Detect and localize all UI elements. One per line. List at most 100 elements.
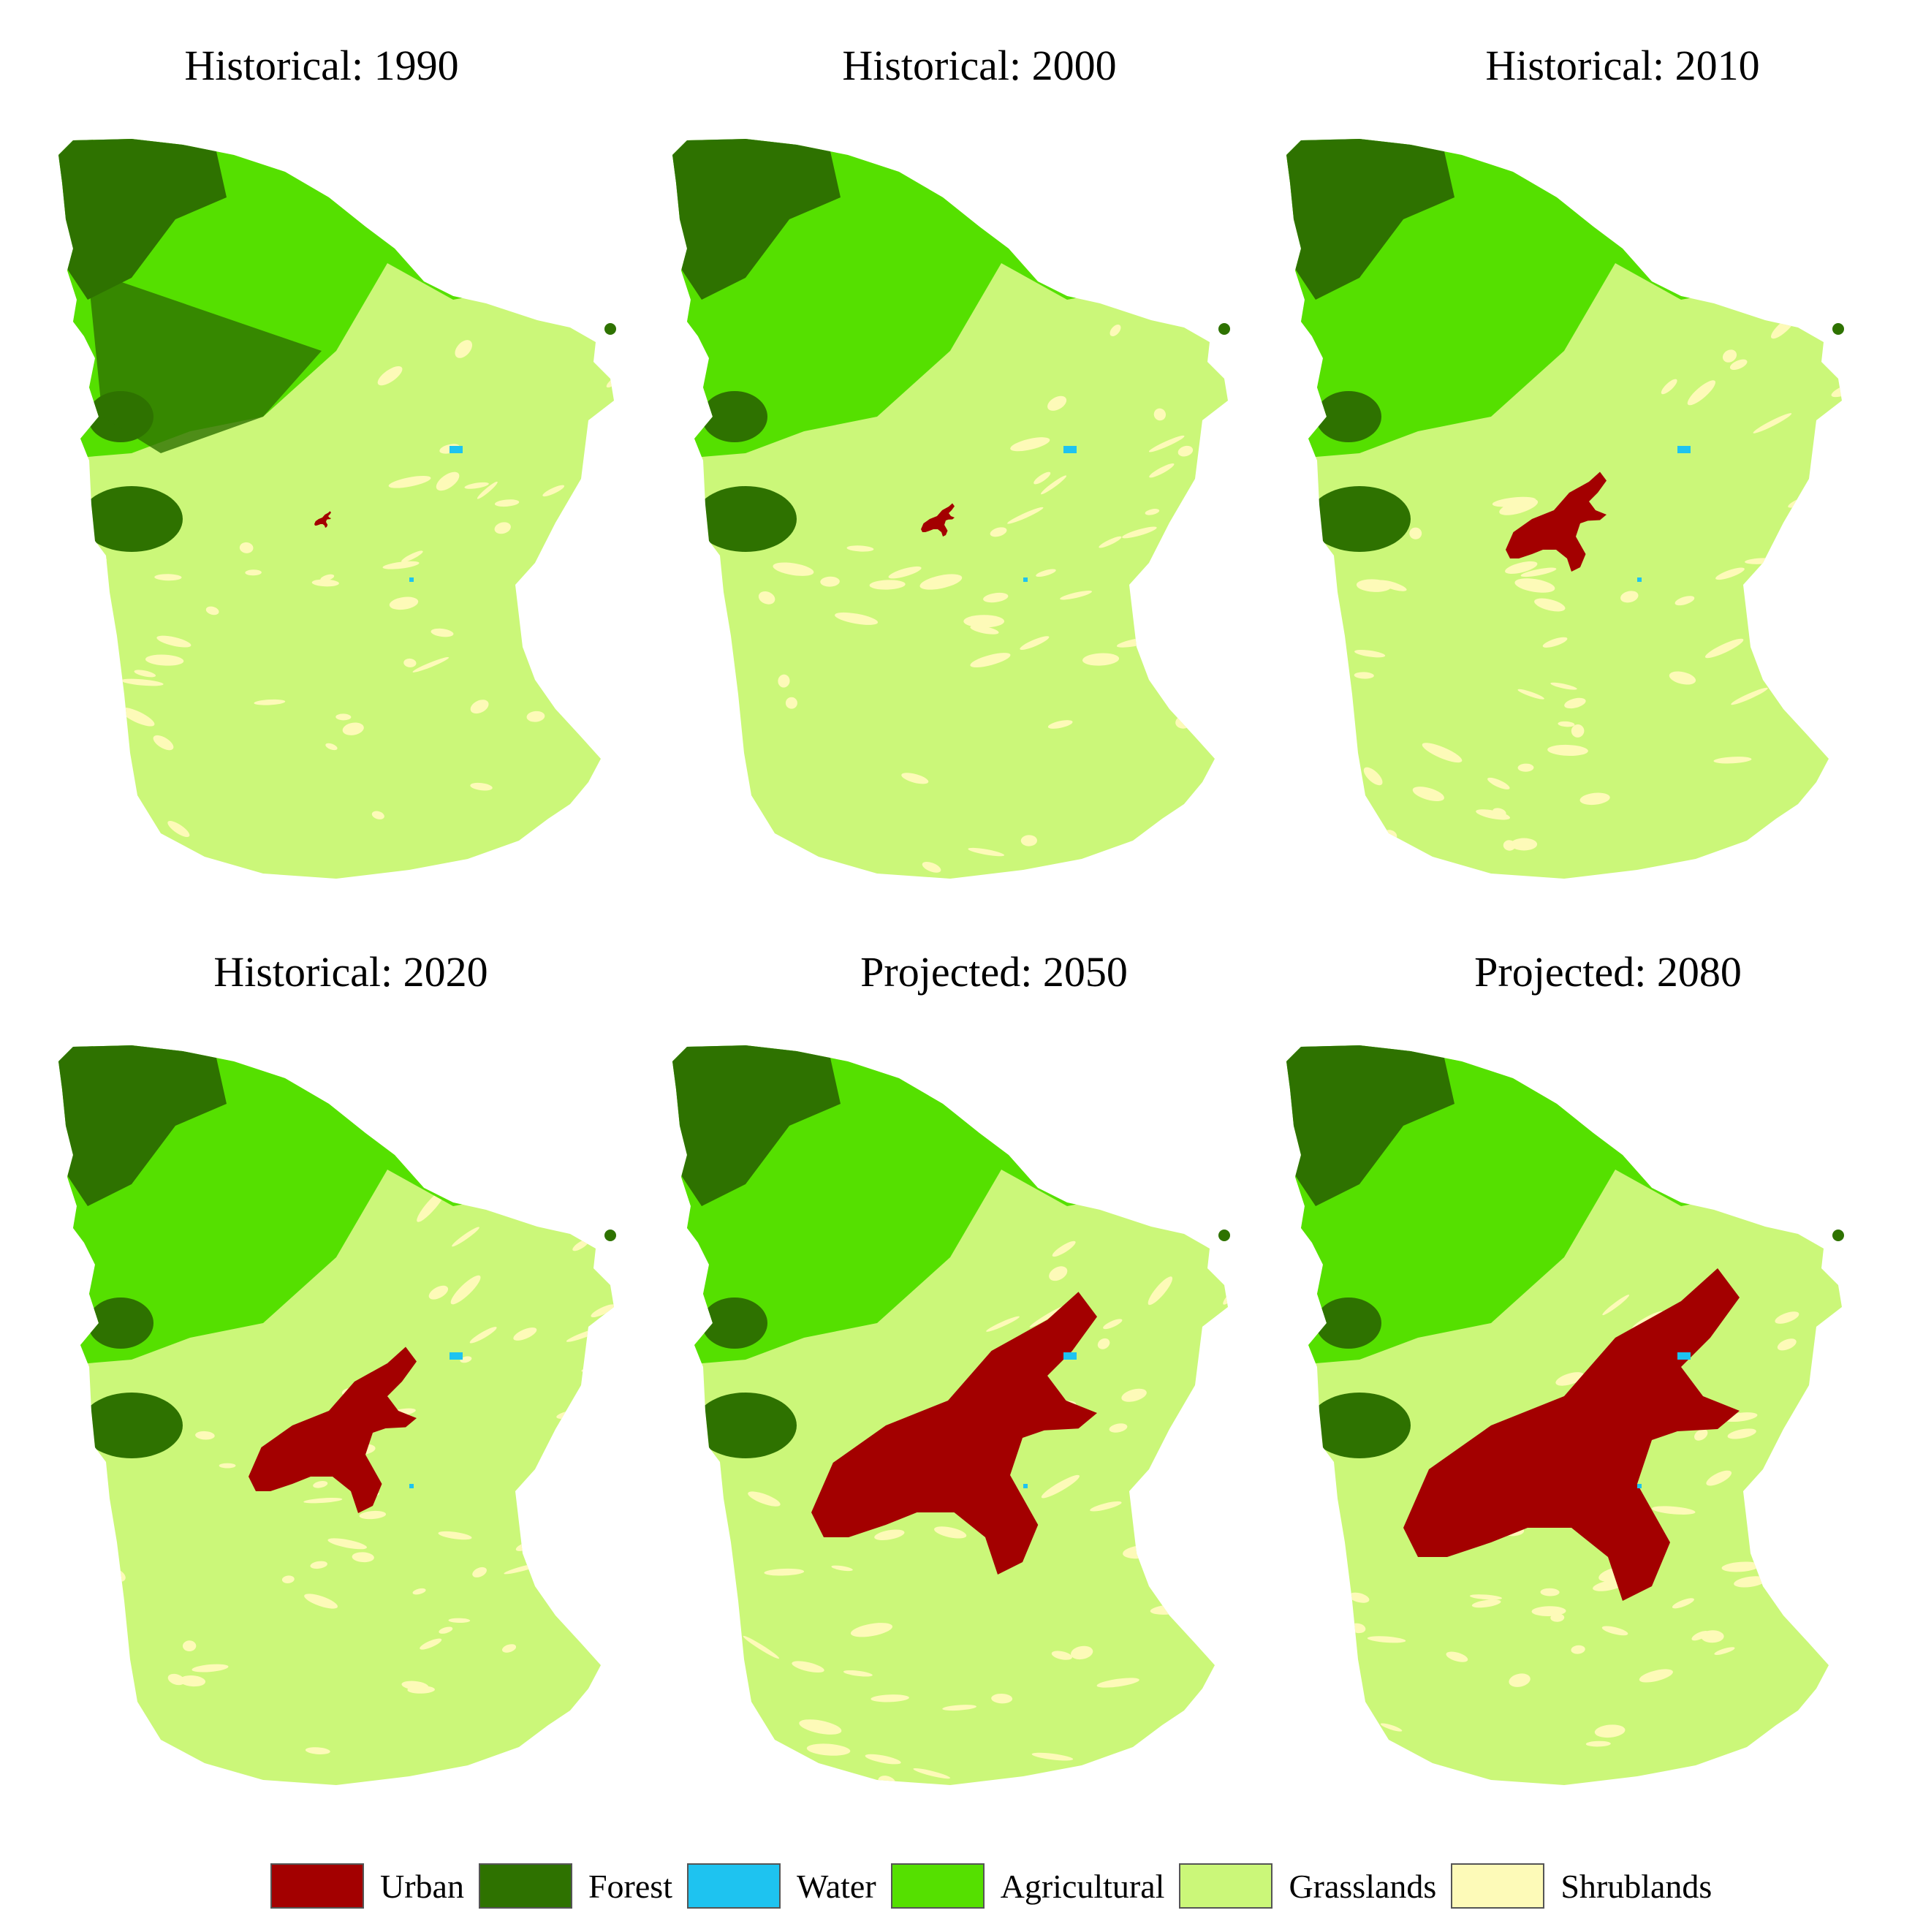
forest-area	[702, 391, 767, 442]
shrubland-patch	[764, 1568, 805, 1576]
land-cover-map-2080	[1286, 1045, 1844, 1785]
shrubland-patch	[310, 1561, 327, 1569]
shrubland-patch	[245, 569, 262, 576]
shrubland-patch	[335, 713, 352, 721]
shrubland-patch	[1439, 885, 1482, 899]
shrubland-patch	[1286, 1784, 1310, 1785]
shrubland-patch	[672, 1465, 674, 1485]
shrubland-patch	[1460, 1784, 1501, 1785]
legend-label: Urban	[380, 1867, 464, 1905]
water-body	[1677, 1352, 1691, 1360]
shrubland-patch	[888, 566, 922, 579]
shrubland-patch	[934, 1526, 967, 1539]
shrubland-patch	[1777, 1338, 1797, 1351]
shrubland-patch	[191, 1664, 229, 1672]
shrubland-patch	[455, 340, 473, 358]
shrubland-patch	[1476, 809, 1511, 820]
shrubland-patch	[1446, 1651, 1468, 1662]
shrubland-patch	[305, 1798, 333, 1806]
forest-area	[604, 1230, 616, 1241]
shrubland-patch	[1487, 777, 1510, 789]
forest-area	[1316, 391, 1381, 442]
shrubland-patch	[1471, 1599, 1501, 1608]
legend-item-agricultural: Agricultural	[890, 1863, 1164, 1909]
shrubland-patch	[1687, 380, 1716, 406]
shrubland-patch	[1049, 1266, 1068, 1281]
map-panel-2080: Projected: 2080	[1272, 943, 1915, 1806]
shrubland-patch	[494, 522, 511, 534]
land-cover-map-1990	[58, 139, 616, 879]
shrubland-patch	[1594, 1724, 1626, 1738]
shrubland-patch	[1412, 787, 1444, 802]
shrubland-patch	[968, 847, 1005, 857]
shrubland-patch	[986, 1316, 1020, 1332]
shrubland-patch	[673, 1541, 715, 1556]
shrubland-patch	[1514, 578, 1555, 593]
shrubland-patch	[254, 699, 286, 705]
shrubland-patch	[154, 574, 182, 581]
shrubland-patch	[477, 481, 498, 499]
shrubland-patch	[711, 752, 729, 764]
shrubland-patch	[658, 1723, 672, 1740]
shrubland-patch	[743, 1635, 780, 1659]
shrubland-patch	[325, 743, 338, 751]
water-body	[1677, 446, 1691, 453]
shrubland-patch	[121, 678, 164, 686]
shrubland-patch	[606, 374, 614, 388]
shrubland-patch	[1550, 682, 1577, 690]
land-cover-map-2050	[658, 1045, 1230, 1785]
shrubland-patch	[1363, 767, 1383, 786]
land-cover-map-2000	[658, 139, 1230, 879]
shrubland-patch	[773, 562, 814, 576]
shrubland-patch	[1071, 1645, 1093, 1660]
shrubland-patch	[991, 1693, 1013, 1704]
shrubland-patch	[835, 612, 879, 625]
shrubland-patch	[542, 1500, 571, 1514]
shrubland-patch	[602, 414, 614, 434]
shrubland-patch	[305, 1747, 330, 1754]
map-panel-2050: Projected: 2050	[658, 943, 1301, 1806]
shrubland-patch	[439, 1626, 453, 1634]
shrubland-patch	[1564, 697, 1586, 709]
shrubland-patch	[612, 376, 614, 391]
shrubland-patch	[1104, 1171, 1120, 1186]
shrubland-patch	[1805, 139, 1832, 162]
shrubland-patch	[1367, 1636, 1406, 1643]
legend-swatch	[890, 1863, 985, 1909]
forest-area	[1308, 1393, 1411, 1458]
forest-area	[1832, 323, 1844, 335]
shrubland-patch	[1378, 580, 1407, 591]
shrubland-patch	[167, 821, 190, 838]
shrubland-patch	[1060, 591, 1093, 600]
legend-item-grasslands: Grasslands	[1179, 1863, 1436, 1909]
shrubland-patch	[874, 1529, 905, 1540]
urban-area	[1506, 471, 1607, 572]
shrubland-patch	[450, 1275, 481, 1305]
shrubland-patch	[748, 1491, 781, 1507]
shrubland-patch	[205, 606, 219, 615]
shrubland-patch	[1520, 567, 1557, 577]
urban-area	[314, 511, 331, 528]
shrubland-patch	[1205, 607, 1222, 617]
shrubland-patch	[572, 1239, 589, 1251]
shrubland-patch	[1727, 1428, 1756, 1439]
panel-title: Historical: 2010	[1485, 42, 1760, 89]
shrubland-patch	[1051, 1651, 1072, 1660]
shrubland-patch	[153, 735, 174, 751]
water-body	[450, 446, 463, 453]
shrubland-patch	[1020, 636, 1050, 651]
shrubland-patch	[1694, 1429, 1708, 1441]
shrubland-patch	[581, 1363, 614, 1373]
shrubland-patch	[658, 693, 659, 713]
shrubland-patch	[1172, 1546, 1188, 1558]
legend-item-forest: Forest	[478, 1863, 672, 1909]
shrubland-patch	[1409, 527, 1422, 539]
shrubland-patch	[792, 1661, 824, 1673]
shrubland-patch	[1652, 1506, 1696, 1515]
forest-area	[88, 1298, 153, 1349]
shrubland-patch	[1505, 561, 1538, 574]
shrubland-patch	[513, 1327, 537, 1341]
shrubland-patch	[1152, 139, 1180, 168]
shrubland-patch	[401, 1681, 429, 1691]
water-body	[1063, 1352, 1077, 1360]
